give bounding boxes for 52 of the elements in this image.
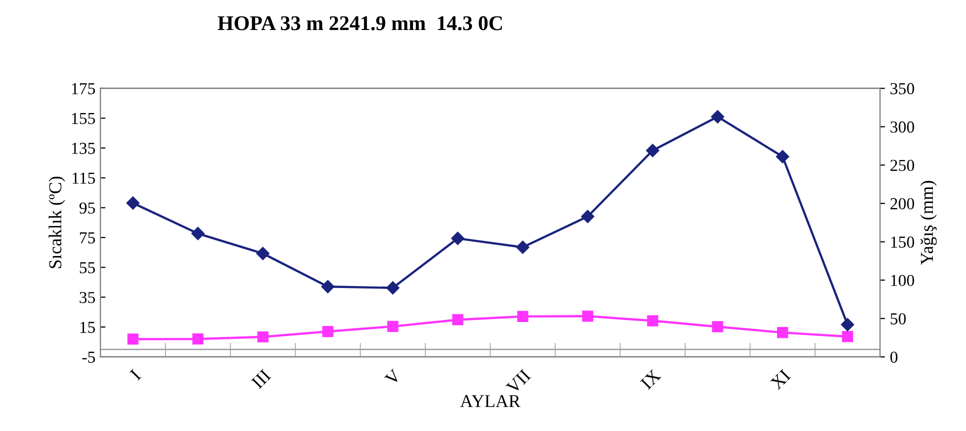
point xyxy=(842,331,854,342)
x-tick-label: III xyxy=(251,368,272,390)
point xyxy=(517,310,528,322)
point xyxy=(126,196,140,210)
point xyxy=(516,240,530,254)
point xyxy=(711,110,724,124)
y-tick-label: 55 xyxy=(80,262,95,274)
point xyxy=(322,326,334,338)
y-tick-label: 115 xyxy=(72,172,95,184)
y-tick-label: 95 xyxy=(79,202,95,214)
point xyxy=(646,144,660,158)
y-tick-label: 135 xyxy=(72,142,95,154)
y-tick-label: 15 xyxy=(80,322,95,333)
y2-tick-label: 250 xyxy=(890,160,914,172)
x-tick-label: I xyxy=(130,368,142,381)
point xyxy=(451,232,464,246)
point xyxy=(257,331,268,342)
y-tick-label: 75 xyxy=(80,232,95,244)
y-tick-label: 175 xyxy=(72,83,95,94)
y2-tick-label: 350 xyxy=(890,83,914,94)
x-tick-label: XI xyxy=(770,368,791,390)
y-tick-label: -5 xyxy=(82,352,95,363)
point xyxy=(582,310,594,322)
point xyxy=(712,321,724,332)
chart-title: HOPA 33 m 2241.9 mm 14.3 0C xyxy=(218,16,502,30)
point xyxy=(647,315,658,326)
y2-tick-label: 300 xyxy=(890,121,914,133)
y-tick-label: 35 xyxy=(80,292,95,304)
point xyxy=(192,333,204,345)
y-tick-label: 155 xyxy=(72,112,95,124)
x-axis-title: AYLAR xyxy=(460,395,520,408)
point xyxy=(191,226,204,240)
point xyxy=(776,150,790,164)
x-tick-label: V xyxy=(384,368,402,386)
x-tick-label: VII xyxy=(506,368,532,395)
point xyxy=(581,210,594,224)
y-axis-title: Sıcaklık (ºC) xyxy=(48,176,66,268)
point xyxy=(127,334,138,345)
point xyxy=(386,281,400,294)
point xyxy=(452,314,464,326)
y2-tick-label: 0 xyxy=(890,352,898,363)
point xyxy=(256,246,270,260)
x-tick-label: IX xyxy=(640,368,662,390)
y2-tick-label: 150 xyxy=(891,236,914,248)
y2-tick-label: 200 xyxy=(890,198,914,210)
point xyxy=(840,318,854,332)
y2-axis-title: Yağış (mm) xyxy=(920,180,937,265)
point xyxy=(321,280,334,294)
point xyxy=(387,320,398,332)
y2-tick-label: 100 xyxy=(891,274,914,286)
y2-tick-label: 50 xyxy=(890,313,906,324)
point xyxy=(777,326,788,338)
